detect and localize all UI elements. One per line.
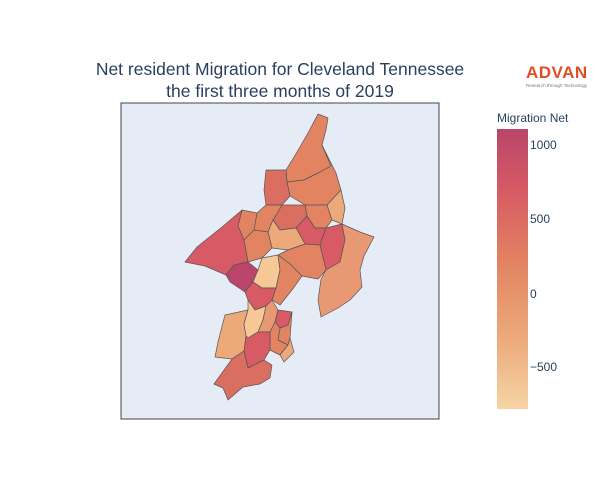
logo-wordmark: ADVAN [526, 63, 588, 82]
tract-region[interactable] [317, 223, 375, 318]
colorbar-tick-label: 500 [530, 212, 551, 226]
colorbar-tick-label: −500 [530, 360, 558, 374]
colorbar-tick-label: 1000 [530, 138, 557, 152]
tract-region[interactable] [213, 350, 273, 401]
tract-region[interactable] [267, 219, 306, 251]
tract-region[interactable] [271, 254, 303, 306]
logo-tagline: Research through Technology [526, 83, 587, 88]
advan-logo: ADVAN Research through Technology [526, 63, 598, 89]
colorbar-gradient [497, 129, 528, 409]
chart-title: Net resident Migration for Cleveland Ten… [0, 58, 560, 102]
colorbar-title: Migration Net [497, 111, 569, 125]
chart-title-line-2: the first three months of 2019 [166, 81, 394, 101]
tract-region[interactable] [263, 169, 291, 206]
chart-title-line-1: Net resident Migration for Cleveland Ten… [95, 59, 465, 79]
colorbar-tick-label: 0 [530, 287, 537, 301]
tract-region[interactable] [269, 321, 289, 356]
tract-region[interactable] [279, 337, 295, 363]
tract-region[interactable] [326, 189, 346, 225]
